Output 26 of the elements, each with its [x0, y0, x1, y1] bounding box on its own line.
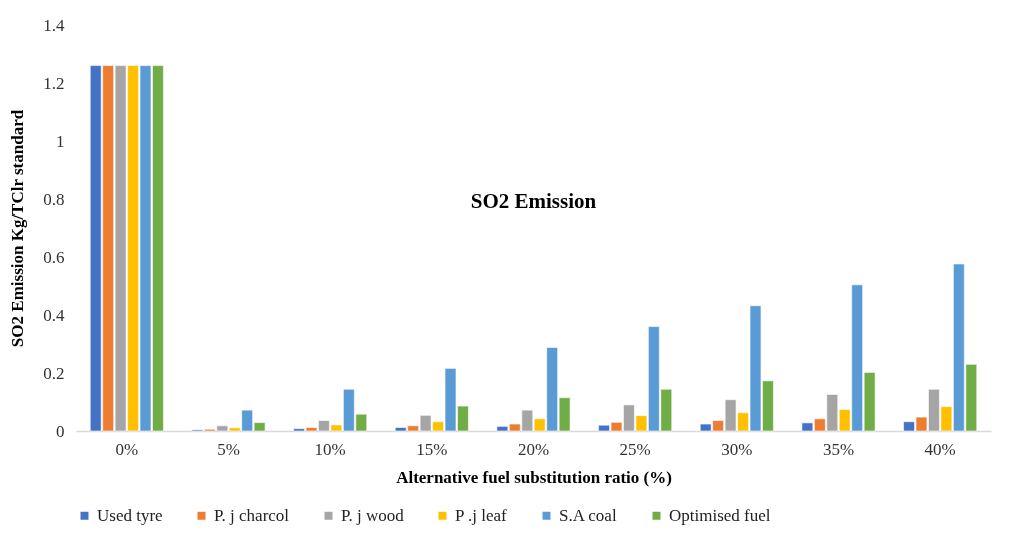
x-tick-label: 15%	[416, 439, 448, 459]
x-tick-label: 25%	[619, 439, 651, 459]
legend-label: P .j leaf	[455, 505, 508, 525]
y-tick-label: 1	[56, 131, 65, 151]
y-axis-title: SO2 Emission Kg/TClr standard	[8, 109, 28, 348]
legend-label: Optimised fuel	[669, 505, 771, 525]
x-tick-label: 35%	[822, 439, 855, 459]
x-tick-label: 0%	[115, 439, 139, 459]
legend-label: Used tyre	[97, 505, 163, 525]
x-tick-label: 10%	[314, 439, 346, 459]
text: SO2 Emission	[470, 189, 597, 213]
x-axis-title: Alternative fuel substitution ratio (%)	[396, 467, 672, 487]
y-tick-label: 1.4	[43, 15, 65, 35]
x-tick-label: 5%	[217, 439, 240, 459]
x-tick-label: 20%	[517, 439, 550, 459]
y-tick-label: 0.4	[43, 305, 65, 325]
y-tick-label: 1.2	[43, 73, 65, 93]
y-tick-label: 0.6	[43, 247, 65, 267]
y-tick-label: 0.8	[43, 189, 65, 209]
x-tick-label: 30%	[721, 439, 753, 459]
legend-label: P. j charcol	[214, 505, 290, 525]
y-tick-label: 0	[56, 421, 65, 441]
legend-label: S.A coal	[559, 505, 617, 525]
y-tick-label: 0.2	[43, 363, 65, 383]
legend-label: P. j wood	[341, 505, 405, 525]
x-tick-label: 40%	[924, 439, 956, 459]
